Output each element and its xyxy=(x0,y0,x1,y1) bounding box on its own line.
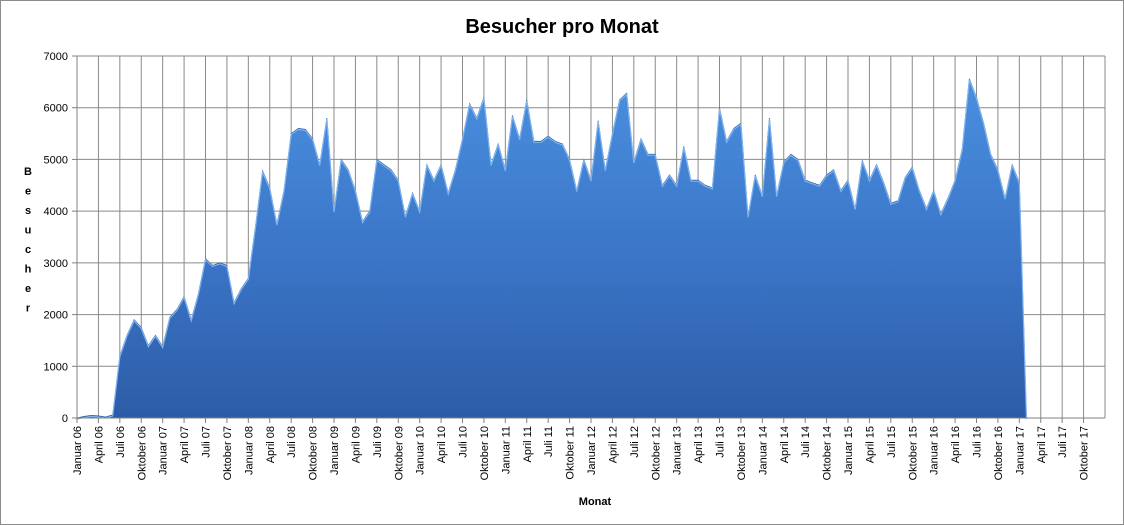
x-tick-label: Juli 07 xyxy=(201,426,213,458)
x-tick-label: Oktober 07 xyxy=(222,426,234,480)
y-tick-label: 1000 xyxy=(44,361,68,373)
chart-title: Besucher pro Monat xyxy=(465,16,659,38)
x-tick-label: Januar 10 xyxy=(415,426,427,475)
y-tick-label: 6000 xyxy=(44,103,68,115)
x-tick-label: Juli 17 xyxy=(1057,426,1069,458)
x-tick-label: Januar 06 xyxy=(72,426,84,475)
x-tick-label: Oktober 13 xyxy=(736,426,748,480)
x-tick-label: Juli 10 xyxy=(458,426,470,458)
y-tick-label: 2000 xyxy=(44,310,68,322)
y-tick-label: 0 xyxy=(62,413,68,425)
x-tick-label: Juli 12 xyxy=(629,426,641,458)
x-tick-label: Oktober 17 xyxy=(1079,426,1091,480)
x-tick-label: April 17 xyxy=(1036,426,1048,463)
x-tick-label: Juli 14 xyxy=(800,426,812,458)
x-tick-label: April 15 xyxy=(864,426,876,463)
x-tick-label: Juli 15 xyxy=(886,426,898,458)
series-area-edge xyxy=(76,79,1028,420)
x-tick-label: Oktober 10 xyxy=(479,426,491,480)
x-tick-label: April 10 xyxy=(436,426,448,463)
series-area-shape xyxy=(76,78,1027,419)
x-tick-label: Juli 13 xyxy=(715,426,727,458)
x-tick-label: Januar 13 xyxy=(672,426,684,475)
x-tick-label: Juli 11 xyxy=(543,426,555,457)
y-axis-title-letter: B xyxy=(24,166,32,178)
x-axis-ticks: Januar 06 April 06 Juli 06 Oktober 06 Januar… xyxy=(72,418,1091,480)
x-tick-label: Oktober 14 xyxy=(822,426,834,480)
y-axis-title-letter: c xyxy=(25,244,31,256)
x-tick-label: Januar 08 xyxy=(243,426,255,475)
y-axis-title-letter: h xyxy=(25,264,32,276)
x-tick-label: Juli 06 xyxy=(115,426,127,458)
y-axis-ticks: 0 1000 2000 3000 4000 5000 6000 7000 xyxy=(44,51,77,425)
x-tick-label: Januar 07 xyxy=(158,426,170,475)
series-area xyxy=(76,78,1028,420)
x-tick-label: Januar 15 xyxy=(843,426,855,475)
x-tick-label: Januar 09 xyxy=(329,426,341,475)
x-tick-label: Oktober 09 xyxy=(393,426,405,480)
y-axis-title-letter: r xyxy=(26,303,31,315)
x-tick-label: April 09 xyxy=(350,426,362,463)
x-tick-label: Oktober 16 xyxy=(993,426,1005,480)
y-tick-label: 5000 xyxy=(44,154,68,166)
x-tick-label: April 06 xyxy=(93,426,105,463)
x-tick-label: Oktober 06 xyxy=(136,426,148,480)
x-tick-label: April 07 xyxy=(179,426,191,463)
y-tick-label: 4000 xyxy=(44,206,68,218)
y-axis-title-letter: s xyxy=(25,205,31,217)
x-tick-label: April 08 xyxy=(265,426,277,463)
x-tick-label: April 12 xyxy=(607,426,619,463)
x-tick-label: Juli 16 xyxy=(972,426,984,458)
x-tick-label: Oktober 11 xyxy=(565,426,577,480)
x-axis-title: Monat xyxy=(579,496,612,508)
x-tick-label: Januar 12 xyxy=(586,426,598,475)
x-tick-label: April 16 xyxy=(950,426,962,463)
x-tick-label: April 14 xyxy=(779,426,791,463)
y-axis-title: Besucher xyxy=(24,166,32,315)
x-tick-label: Januar 17 xyxy=(1014,426,1026,475)
x-tick-label: April 11 xyxy=(522,426,534,462)
x-tick-label: Oktober 08 xyxy=(308,426,320,480)
x-tick-label: Januar 14 xyxy=(757,426,769,475)
x-tick-label: Oktober 12 xyxy=(650,426,662,480)
y-axis-title-letter: e xyxy=(25,283,31,295)
x-tick-label: Juli 09 xyxy=(372,426,384,458)
x-tick-label: Januar 11 xyxy=(500,426,512,474)
y-tick-label: 3000 xyxy=(44,258,68,270)
x-tick-label: Januar 16 xyxy=(929,426,941,475)
y-axis-title-letter: e xyxy=(25,186,31,198)
x-tick-label: April 13 xyxy=(693,426,705,463)
y-axis-title-letter: u xyxy=(25,225,32,237)
y-tick-label: 7000 xyxy=(44,51,68,63)
x-tick-label: Oktober 15 xyxy=(907,426,919,480)
x-tick-label: Juli 08 xyxy=(286,426,298,458)
